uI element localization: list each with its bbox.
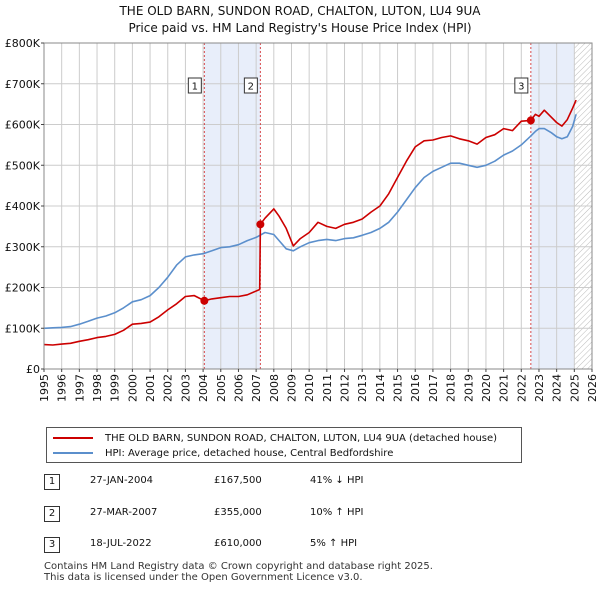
x-tick-label: 2021 [498, 374, 511, 402]
x-tick-label: 2018 [445, 374, 458, 402]
x-tick-label: 2016 [409, 374, 422, 402]
y-tick-label: £400K [5, 200, 41, 213]
transaction-date: 18-JUL-2022 [90, 538, 152, 549]
transaction-number: 3 [44, 537, 60, 553]
legend-label-hpi: HPI: Average price, detached house, Cent… [105, 447, 394, 459]
transaction-price: £610,000 [214, 538, 262, 549]
x-tick-label: 2022 [515, 374, 528, 402]
footer-licence: This data is licensed under the Open Gov… [44, 572, 363, 583]
x-tick-label: 1997 [73, 374, 86, 402]
x-tick-label: 2019 [462, 374, 475, 402]
marker-label: 3 [518, 82, 524, 93]
y-tick-label: £200K [5, 282, 41, 295]
transaction-price: £355,000 [214, 507, 262, 518]
x-tick-label: 1998 [91, 374, 104, 402]
x-tick-label: 2010 [303, 374, 316, 402]
x-tick-label: 2000 [126, 374, 139, 402]
transaction-hpi: 5% ↑ HPI [310, 538, 358, 549]
y-tick-label: £500K [5, 159, 41, 172]
x-tick-label: 2013 [356, 374, 369, 402]
transaction-date: 27-MAR-2007 [90, 507, 158, 518]
x-tick-label: 2005 [215, 374, 228, 402]
y-tick-label: £800K [5, 37, 41, 50]
footer-copyright: Contains HM Land Registry data © Crown c… [44, 561, 433, 572]
x-tick-label: 2007 [250, 374, 263, 402]
x-tick-label: 1999 [109, 374, 122, 402]
x-tick-label: 1996 [56, 374, 69, 402]
price-chart: 1 2 3 £0 £100K £200K £300K £400K £500K £600K £700… [5, 37, 599, 402]
y-tick-label: £600K [5, 119, 41, 132]
chart-subtitle: Price paid vs. HM Land Registry's House … [128, 21, 472, 35]
legend-label-property: THE OLD BARN, SUNDON ROAD, CHALTON, LUTO… [105, 432, 498, 444]
transaction-point [256, 220, 265, 229]
transaction-date: 27-JAN-2004 [90, 475, 154, 486]
x-tick-label: 2024 [551, 374, 564, 402]
property-price-line [43, 99, 577, 346]
y-tick-label: £700K [5, 78, 41, 91]
marker-box [187, 77, 202, 94]
legend-swatch-property [53, 437, 93, 439]
y-tick-label: £100K [5, 322, 41, 335]
marker-box [514, 77, 529, 94]
x-tick-label: 2003 [179, 374, 192, 402]
x-tick-label: 2017 [427, 374, 440, 402]
x-tick-label: 2002 [162, 374, 175, 402]
x-tick-label: 2015 [392, 374, 405, 402]
transaction-number: 1 [44, 474, 60, 490]
legend-item-hpi: HPI: Average price, detached house, Cent… [53, 446, 393, 460]
x-tick-label: 2009 [285, 374, 298, 402]
x-tick-label: 2014 [374, 374, 387, 402]
transaction-hpi: 10% ↑ HPI [310, 507, 364, 518]
footer: Contains HM Land Registry data © Crown c… [44, 561, 433, 583]
marker-box [243, 77, 258, 94]
transaction-number: 2 [44, 506, 60, 522]
legend-swatch-hpi [53, 452, 93, 454]
transaction-point [200, 296, 209, 305]
x-tick-label: 2004 [197, 374, 210, 402]
x-tick-label: 2012 [339, 374, 352, 402]
x-tick-label: 2020 [480, 374, 493, 402]
x-tick-label: 2011 [321, 374, 334, 402]
x-tick-label: 2025 [568, 374, 581, 402]
marker-label: 1 [192, 82, 198, 93]
hpi-line [43, 114, 577, 330]
x-tick-label: 2006 [232, 374, 245, 402]
x-tick-label: 2008 [268, 374, 281, 402]
transaction-price: £167,500 [214, 475, 262, 486]
marker-label: 2 [248, 82, 254, 93]
x-tick-label: 1995 [38, 374, 51, 402]
x-tick-label: 2023 [533, 374, 546, 402]
transaction-hpi: 41% ↓ HPI [310, 475, 364, 486]
legend-item-property: THE OLD BARN, SUNDON ROAD, CHALTON, LUTO… [53, 431, 497, 445]
y-tick-label: £0 [26, 363, 40, 376]
x-tick-label: 2001 [144, 374, 157, 402]
transaction-point [526, 116, 535, 125]
x-tick-label: 2026 [586, 374, 599, 402]
legend: THE OLD BARN, SUNDON ROAD, CHALTON, LUTO… [46, 427, 522, 463]
y-tick-label: £300K [5, 241, 41, 254]
chart-title: THE OLD BARN, SUNDON ROAD, CHALTON, LUTO… [119, 4, 481, 18]
